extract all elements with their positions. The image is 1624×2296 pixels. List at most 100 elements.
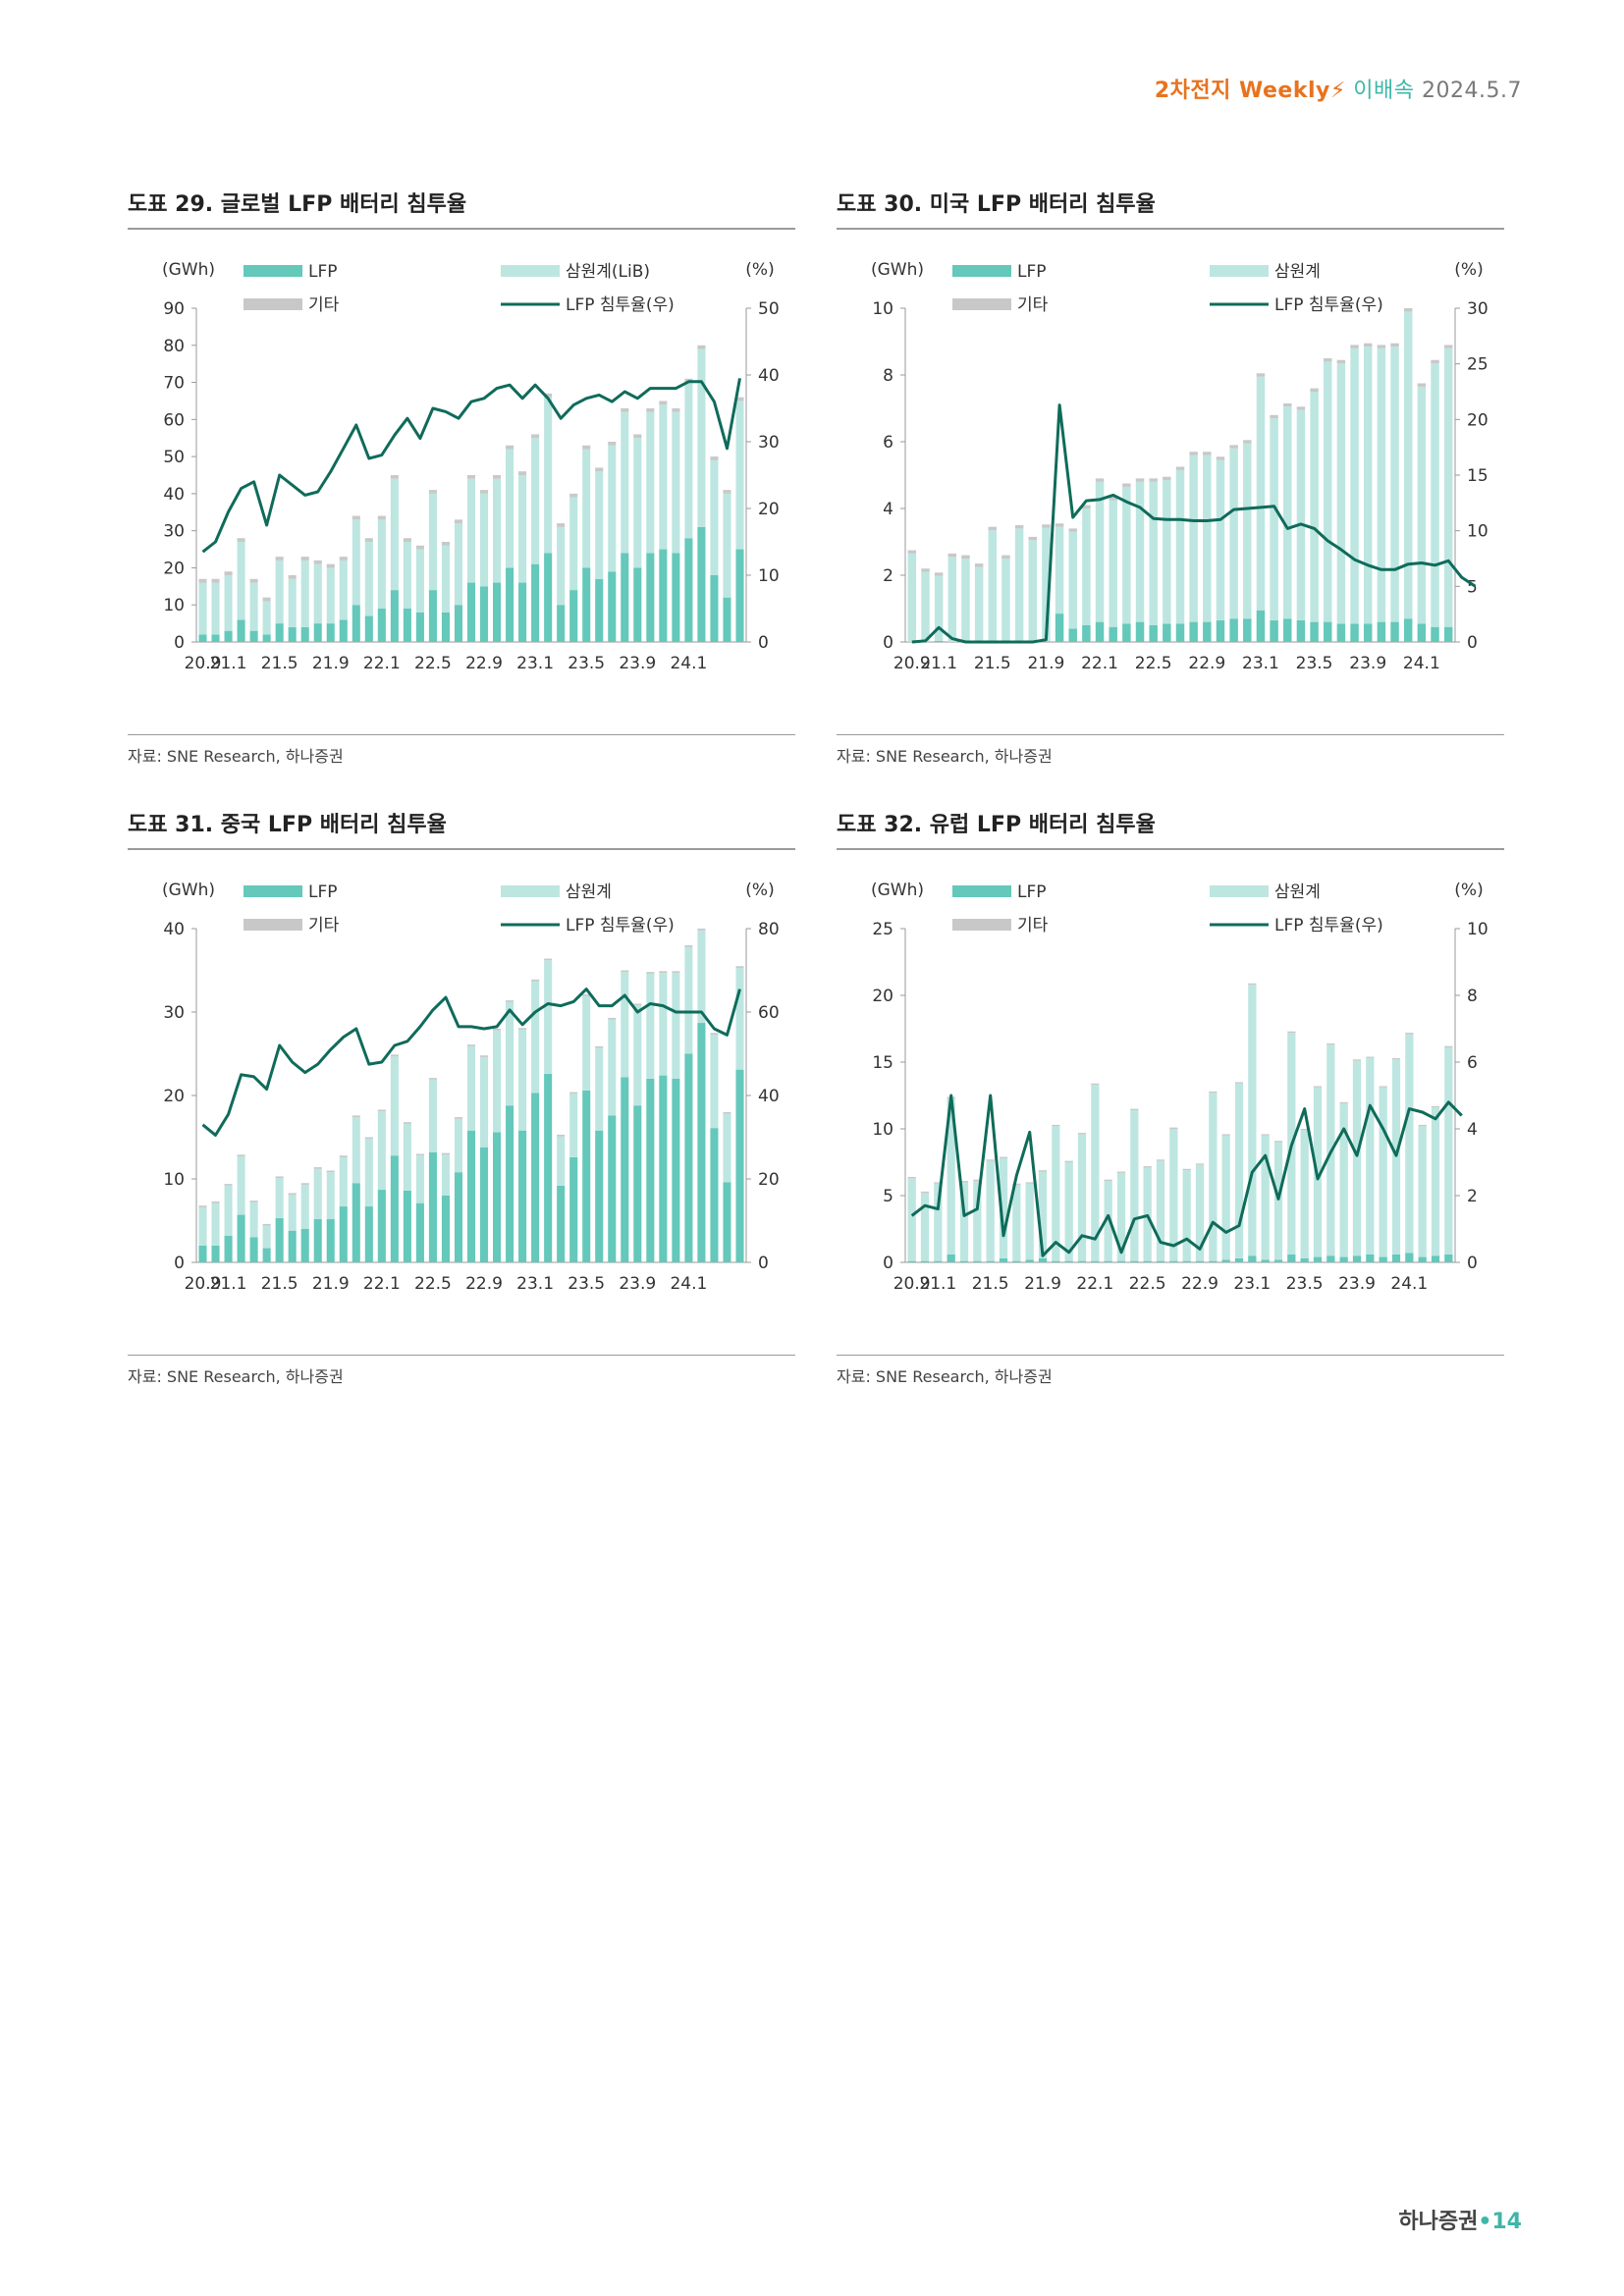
bar-lfp [1310, 621, 1319, 642]
bar-lfp [659, 549, 668, 642]
bar-other [646, 408, 655, 412]
bar-ternary [710, 1034, 719, 1129]
bar-ternary [506, 449, 514, 568]
bar-ternary [390, 478, 399, 591]
bar-other [198, 578, 207, 583]
bar-other [352, 515, 360, 520]
bar-other [454, 519, 463, 524]
bar-other [479, 1055, 489, 1057]
bar-other [211, 1201, 220, 1203]
bar-ternary [633, 438, 642, 568]
x-tick-label: 21.5 [974, 654, 1011, 673]
bar-lfp [595, 578, 604, 642]
left-tick-label: 30 [163, 522, 185, 542]
bar-other [1300, 1129, 1309, 1131]
bar-ternary [1122, 486, 1131, 624]
bar-other [544, 958, 553, 961]
bar-ternary [493, 478, 502, 583]
bar-lfp [735, 549, 744, 642]
bar-other [735, 966, 744, 968]
bar-other [518, 1028, 527, 1030]
bar-other [1418, 1124, 1427, 1127]
bar-other [723, 1112, 731, 1114]
bar-ternary [249, 582, 258, 631]
bar-lfp [1390, 621, 1399, 642]
bar-other [1248, 983, 1257, 986]
x-tick-label: 24.1 [1390, 1274, 1428, 1294]
bar-ternary [1243, 443, 1252, 619]
bar-ternary [608, 1019, 617, 1116]
x-tick-label: 24.1 [670, 654, 707, 673]
left-tick-label: 0 [174, 633, 185, 653]
bar-other [1313, 1086, 1323, 1088]
left-tick-label: 8 [883, 366, 893, 386]
left-tick-label: 10 [163, 1170, 185, 1190]
bar-lfp [1403, 618, 1413, 642]
legend-label-lfp: LFP [1017, 882, 1047, 902]
bar-other [1350, 345, 1359, 348]
right-tick-label: 0 [1467, 1254, 1478, 1273]
bar-ternary [569, 1094, 578, 1157]
bar-other [595, 467, 604, 472]
bar-other [710, 456, 719, 460]
penetration-line [910, 1094, 1463, 1257]
bar-lfp [415, 1202, 424, 1262]
bar-lfp [1095, 621, 1105, 642]
legend-label-ternary: 삼원계 [566, 882, 612, 902]
left-tick-label: 4 [883, 500, 893, 519]
x-tick-label: 23.9 [1338, 1274, 1376, 1294]
bar-other [313, 560, 322, 564]
right-tick-label: 10 [1467, 522, 1489, 542]
chart-30: (GWh) (%) 0 2 4 6 8 10 0 5 10 15 20 25 30 20.921.1 21.5 2… [871, 260, 1489, 673]
bar-ternary [1091, 1085, 1100, 1261]
bar-lfp [934, 640, 944, 642]
bar-other [1068, 528, 1077, 532]
bar-other [920, 1191, 930, 1194]
bar-other [415, 545, 424, 550]
bar-ternary [518, 475, 527, 583]
bar-other [1109, 497, 1117, 501]
bar-lfp [1156, 1260, 1165, 1262]
x-tick-label: 22.1 [363, 654, 401, 673]
bar-other [1091, 1083, 1100, 1086]
bar-other [621, 970, 629, 973]
x-tick-label: 23.1 [1242, 654, 1279, 673]
bar-ternary [595, 1047, 604, 1131]
footer-dot: • [1478, 2210, 1492, 2234]
bar-other [288, 1193, 297, 1196]
bar-lfp [428, 590, 437, 642]
bar-ternary [1025, 1183, 1034, 1260]
x-tick-label: 23.1 [516, 654, 554, 673]
bar-lfp [224, 1235, 233, 1262]
bar-other [493, 1029, 502, 1031]
bar-lfp [313, 623, 322, 642]
bar-lfp [1339, 1256, 1348, 1262]
bar-ternary [403, 542, 411, 609]
chart-source: 자료: SNE Research, 하나증권 [128, 734, 795, 767]
bar-ternary [506, 1001, 514, 1106]
bar-lfp [544, 553, 553, 642]
bar-other [1203, 452, 1212, 455]
page-number: 14 [1491, 2210, 1522, 2234]
bar-lfp [493, 582, 502, 642]
bar-ternary [224, 1185, 233, 1236]
bar-ternary [237, 542, 245, 620]
left-tick-label: 10 [872, 1120, 893, 1140]
bar-other [1025, 1182, 1034, 1184]
bar-ternary [961, 559, 970, 642]
left-tick-label: 20 [163, 559, 185, 578]
bar-ternary [621, 972, 629, 1078]
bar-lfp [999, 1257, 1008, 1262]
bar-lfp [697, 526, 706, 642]
bar-ternary [633, 1005, 642, 1106]
bar-other [659, 971, 668, 974]
bar-ternary [988, 530, 998, 642]
bar-lfp [1336, 623, 1346, 642]
bar-ternary [211, 1202, 220, 1246]
bar-other [723, 490, 731, 494]
bar-lfp [735, 1069, 744, 1262]
bar-other [595, 1045, 604, 1048]
bar-lfp [1418, 1256, 1427, 1262]
chart-panel-32: 도표 32. 유럽 LFP 배터리 침투율 (GWh) (%) 0 5 10 15 20 25… [837, 807, 1504, 1387]
right-tick-label: 30 [758, 433, 780, 453]
